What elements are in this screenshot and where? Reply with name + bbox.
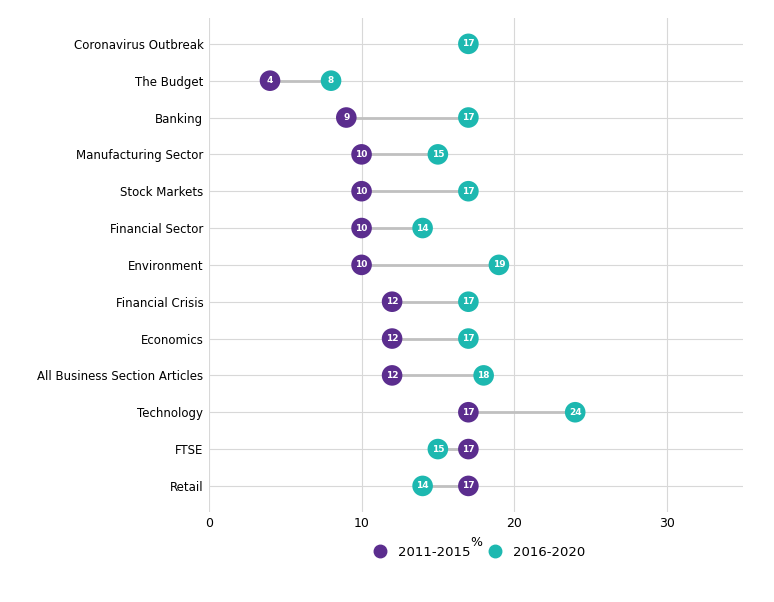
X-axis label: %: % <box>470 536 482 549</box>
Point <box>462 444 474 454</box>
Legend: 2011-2015, 2016-2020: 2011-2015, 2016-2020 <box>361 541 591 564</box>
Point <box>462 334 474 343</box>
Text: 15: 15 <box>432 444 444 453</box>
Point <box>386 371 399 380</box>
Point <box>416 223 429 233</box>
Point <box>478 371 490 380</box>
Text: 18: 18 <box>478 371 490 380</box>
Text: 17: 17 <box>462 408 474 417</box>
Point <box>493 260 505 270</box>
Text: 14: 14 <box>416 482 429 491</box>
Text: 17: 17 <box>462 482 474 491</box>
Text: 19: 19 <box>492 261 505 269</box>
Point <box>355 187 368 196</box>
Text: 8: 8 <box>328 76 334 85</box>
Text: 17: 17 <box>462 113 474 122</box>
Text: 12: 12 <box>385 297 399 306</box>
Text: 10: 10 <box>355 150 368 159</box>
Text: 9: 9 <box>343 113 350 122</box>
Text: 17: 17 <box>462 297 474 306</box>
Text: 17: 17 <box>462 39 474 48</box>
Text: 12: 12 <box>385 334 399 343</box>
Point <box>416 481 429 491</box>
Point <box>355 223 368 233</box>
Text: 17: 17 <box>462 444 474 453</box>
Point <box>462 187 474 196</box>
Point <box>432 149 444 159</box>
Text: 10: 10 <box>355 187 368 196</box>
Text: 12: 12 <box>385 371 399 380</box>
Point <box>462 113 474 122</box>
Point <box>462 297 474 306</box>
Point <box>355 149 368 159</box>
Text: 4: 4 <box>267 76 273 85</box>
Point <box>355 260 368 270</box>
Point <box>386 334 399 343</box>
Point <box>462 408 474 417</box>
Text: 14: 14 <box>416 223 429 232</box>
Point <box>264 76 276 85</box>
Text: 24: 24 <box>569 408 581 417</box>
Point <box>325 76 337 85</box>
Point <box>386 297 399 306</box>
Point <box>569 408 581 417</box>
Text: 15: 15 <box>432 150 444 159</box>
Point <box>462 481 474 491</box>
Text: 17: 17 <box>462 334 474 343</box>
Text: 10: 10 <box>355 261 368 269</box>
Point <box>462 39 474 49</box>
Point <box>340 113 352 122</box>
Text: 17: 17 <box>462 187 474 196</box>
Point <box>432 444 444 454</box>
Text: 10: 10 <box>355 223 368 232</box>
